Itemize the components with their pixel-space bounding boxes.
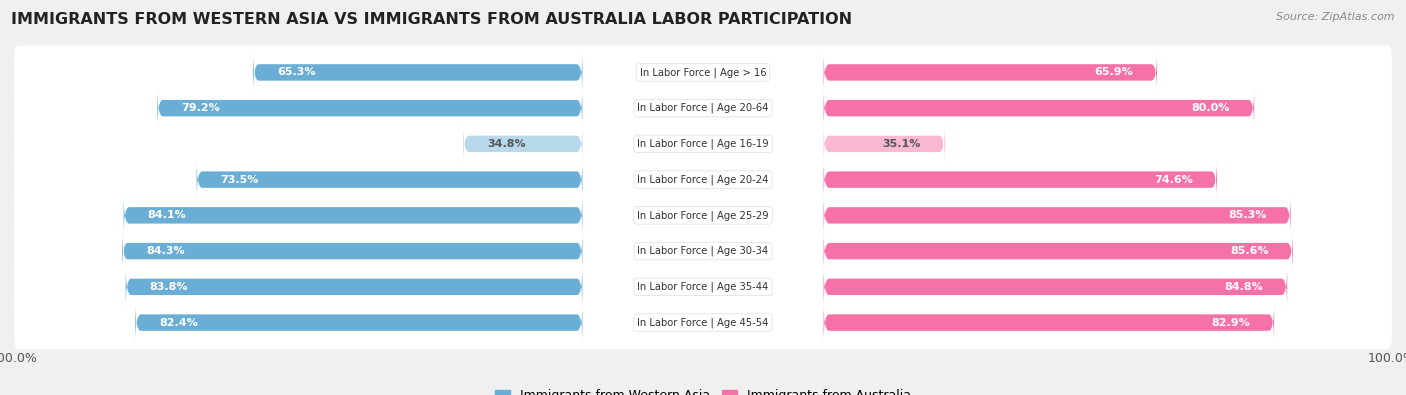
FancyBboxPatch shape: [824, 231, 1292, 271]
FancyBboxPatch shape: [125, 267, 582, 307]
FancyBboxPatch shape: [824, 302, 1274, 343]
FancyBboxPatch shape: [253, 52, 582, 93]
FancyBboxPatch shape: [157, 88, 582, 128]
Text: In Labor Force | Age 30-34: In Labor Force | Age 30-34: [637, 246, 769, 256]
FancyBboxPatch shape: [824, 159, 1218, 200]
Text: In Labor Force | Age 25-29: In Labor Force | Age 25-29: [637, 210, 769, 221]
Text: 82.4%: 82.4%: [159, 318, 198, 327]
Text: In Labor Force | Age 16-19: In Labor Force | Age 16-19: [637, 139, 769, 149]
FancyBboxPatch shape: [824, 88, 1254, 128]
FancyBboxPatch shape: [122, 231, 582, 271]
Text: In Labor Force | Age 20-24: In Labor Force | Age 20-24: [637, 174, 769, 185]
FancyBboxPatch shape: [14, 45, 1392, 99]
FancyBboxPatch shape: [14, 260, 1392, 314]
Text: In Labor Force | Age 20-64: In Labor Force | Age 20-64: [637, 103, 769, 113]
FancyBboxPatch shape: [463, 124, 582, 164]
Text: In Labor Force | Age > 16: In Labor Force | Age > 16: [640, 67, 766, 78]
FancyBboxPatch shape: [14, 117, 1392, 171]
FancyBboxPatch shape: [824, 195, 1291, 236]
Text: 82.9%: 82.9%: [1211, 318, 1250, 327]
Text: In Labor Force | Age 35-44: In Labor Force | Age 35-44: [637, 282, 769, 292]
FancyBboxPatch shape: [14, 296, 1392, 350]
Text: 84.1%: 84.1%: [148, 211, 187, 220]
FancyBboxPatch shape: [824, 267, 1288, 307]
Text: 83.8%: 83.8%: [150, 282, 188, 292]
Text: 80.0%: 80.0%: [1192, 103, 1230, 113]
Text: 85.3%: 85.3%: [1229, 211, 1267, 220]
Text: 73.5%: 73.5%: [221, 175, 259, 184]
Text: 34.8%: 34.8%: [488, 139, 526, 149]
Text: 65.3%: 65.3%: [277, 68, 316, 77]
Text: 84.8%: 84.8%: [1225, 282, 1263, 292]
Legend: Immigrants from Western Asia, Immigrants from Australia: Immigrants from Western Asia, Immigrants…: [489, 384, 917, 395]
FancyBboxPatch shape: [824, 124, 945, 164]
FancyBboxPatch shape: [135, 302, 582, 343]
Text: IMMIGRANTS FROM WESTERN ASIA VS IMMIGRANTS FROM AUSTRALIA LABOR PARTICIPATION: IMMIGRANTS FROM WESTERN ASIA VS IMMIGRAN…: [11, 12, 852, 27]
FancyBboxPatch shape: [197, 159, 582, 200]
Text: 35.1%: 35.1%: [883, 139, 921, 149]
FancyBboxPatch shape: [14, 188, 1392, 242]
Text: Source: ZipAtlas.com: Source: ZipAtlas.com: [1277, 12, 1395, 22]
Text: In Labor Force | Age 45-54: In Labor Force | Age 45-54: [637, 317, 769, 328]
FancyBboxPatch shape: [124, 195, 582, 236]
Text: 74.6%: 74.6%: [1154, 175, 1192, 184]
Text: 85.6%: 85.6%: [1230, 246, 1268, 256]
Text: 65.9%: 65.9%: [1094, 68, 1133, 77]
Text: 84.3%: 84.3%: [146, 246, 186, 256]
FancyBboxPatch shape: [14, 224, 1392, 278]
FancyBboxPatch shape: [14, 81, 1392, 135]
FancyBboxPatch shape: [14, 153, 1392, 207]
FancyBboxPatch shape: [824, 52, 1157, 93]
Text: 79.2%: 79.2%: [181, 103, 221, 113]
